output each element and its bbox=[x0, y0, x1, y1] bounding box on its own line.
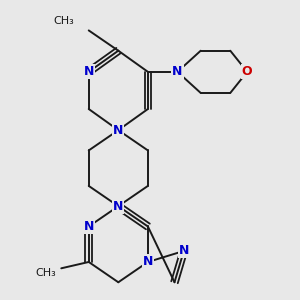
Text: N: N bbox=[113, 200, 124, 213]
Text: N: N bbox=[172, 65, 183, 78]
Text: N: N bbox=[83, 220, 94, 233]
Text: N: N bbox=[113, 124, 124, 136]
Text: CH₃: CH₃ bbox=[35, 268, 56, 278]
Text: N: N bbox=[113, 124, 124, 136]
Text: N: N bbox=[143, 256, 153, 268]
Text: N: N bbox=[83, 65, 94, 78]
Text: O: O bbox=[242, 65, 253, 78]
Text: CH₃: CH₃ bbox=[53, 16, 74, 26]
Text: N: N bbox=[178, 244, 189, 257]
